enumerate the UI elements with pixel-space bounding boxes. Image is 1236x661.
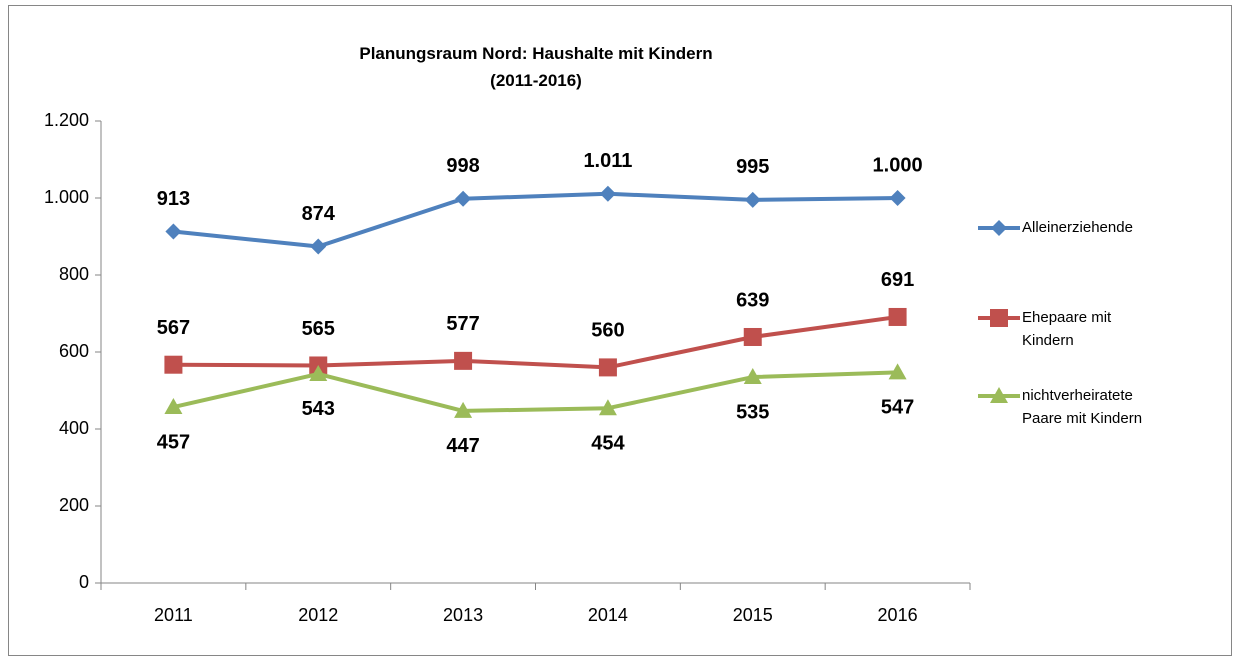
data-label: 874 <box>302 203 336 225</box>
point <box>598 358 617 377</box>
point <box>599 185 616 202</box>
data-label: 1.000 <box>873 154 923 176</box>
y-tick-label: 1.200 <box>44 110 89 130</box>
point <box>165 223 182 240</box>
point <box>743 368 762 385</box>
x-tick-label: 2013 <box>443 605 483 625</box>
data-label: 691 <box>881 269 914 291</box>
x-tick-label: 2016 <box>878 605 918 625</box>
data-label: 565 <box>302 318 335 340</box>
x-tick-label: 2012 <box>298 605 338 625</box>
y-tick-label: 0 <box>79 572 89 592</box>
data-label: 547 <box>881 397 914 419</box>
data-label: 454 <box>591 432 625 454</box>
data-label: 998 <box>446 155 479 177</box>
data-label: 457 <box>157 431 190 453</box>
data-label: 995 <box>736 156 769 178</box>
x-tick-label: 2011 <box>154 605 193 625</box>
legend-entry: nichtverheiratete Paare mit Kindern <box>1022 387 1143 427</box>
point <box>455 190 472 207</box>
y-tick-label: 600 <box>59 341 89 361</box>
data-label: 535 <box>736 401 769 423</box>
data-label: 577 <box>446 313 479 335</box>
data-label: 567 <box>157 317 190 339</box>
chart-title: Planungsraum Nord: Haushalte mit Kindern… <box>359 44 713 90</box>
point <box>889 190 906 206</box>
y-tick-label: 1.000 <box>44 187 89 207</box>
point <box>164 355 183 374</box>
point <box>744 191 761 208</box>
data-label: 447 <box>446 435 479 457</box>
point <box>454 401 473 418</box>
series-line <box>173 314 898 370</box>
data-label: 1.011 <box>583 150 632 172</box>
legend-entry: Ehepaare mit Kindern <box>1022 309 1112 349</box>
point <box>164 398 183 415</box>
point <box>598 399 617 416</box>
x-tick-label: 2014 <box>588 605 628 625</box>
legend-marker <box>990 387 1008 403</box>
y-tick-label: 800 <box>59 264 89 284</box>
data-label: 560 <box>591 320 624 342</box>
data-label: 543 <box>302 398 335 420</box>
y-tick-label: 200 <box>59 495 89 515</box>
point <box>743 327 762 346</box>
point <box>888 363 907 380</box>
data-label: 913 <box>157 188 190 210</box>
legend-marker <box>990 309 1008 327</box>
point <box>888 307 907 326</box>
point <box>309 364 328 381</box>
data-label: 639 <box>736 289 769 311</box>
y-tick-label: 400 <box>59 418 89 438</box>
chart-frame <box>8 5 1232 656</box>
series-line <box>172 370 898 413</box>
series-line <box>173 191 898 249</box>
point <box>454 351 473 370</box>
x-tick-label: 2015 <box>733 605 773 625</box>
point <box>310 238 327 255</box>
legend-marker <box>991 220 1007 236</box>
legend-entry: Alleinerziehende <box>1022 219 1133 236</box>
